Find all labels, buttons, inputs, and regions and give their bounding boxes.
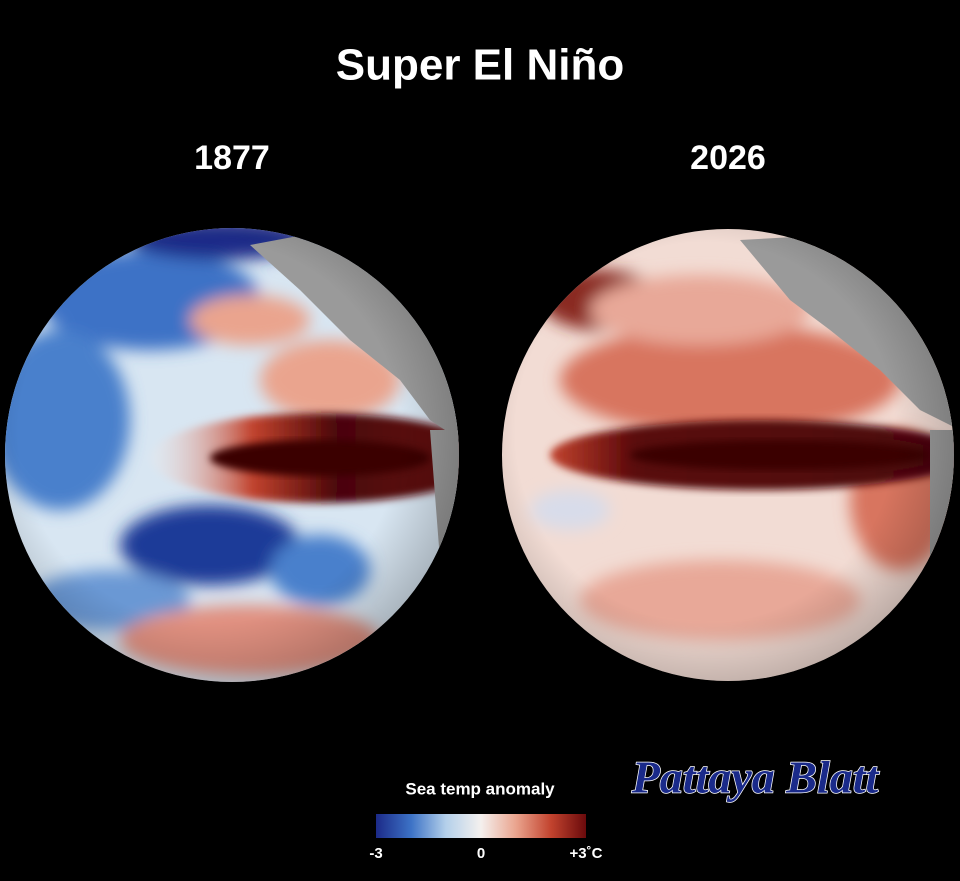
globe-1877 (5, 228, 459, 682)
panel-label: 1877 (194, 139, 270, 177)
legend: -3 0 +3˚C (369, 814, 603, 862)
tick-label: 0 (477, 845, 485, 862)
title: Super El Niño (336, 41, 624, 90)
panel-label: 2026 (690, 139, 766, 177)
globe-2026 (502, 229, 954, 681)
colorbar (376, 814, 586, 838)
tick-label: -3 (369, 845, 382, 862)
tick-label: +3˚C (570, 845, 603, 862)
legend-title: Sea temp anomaly (405, 779, 555, 798)
watermark: Pattaya Blatt (631, 752, 880, 803)
